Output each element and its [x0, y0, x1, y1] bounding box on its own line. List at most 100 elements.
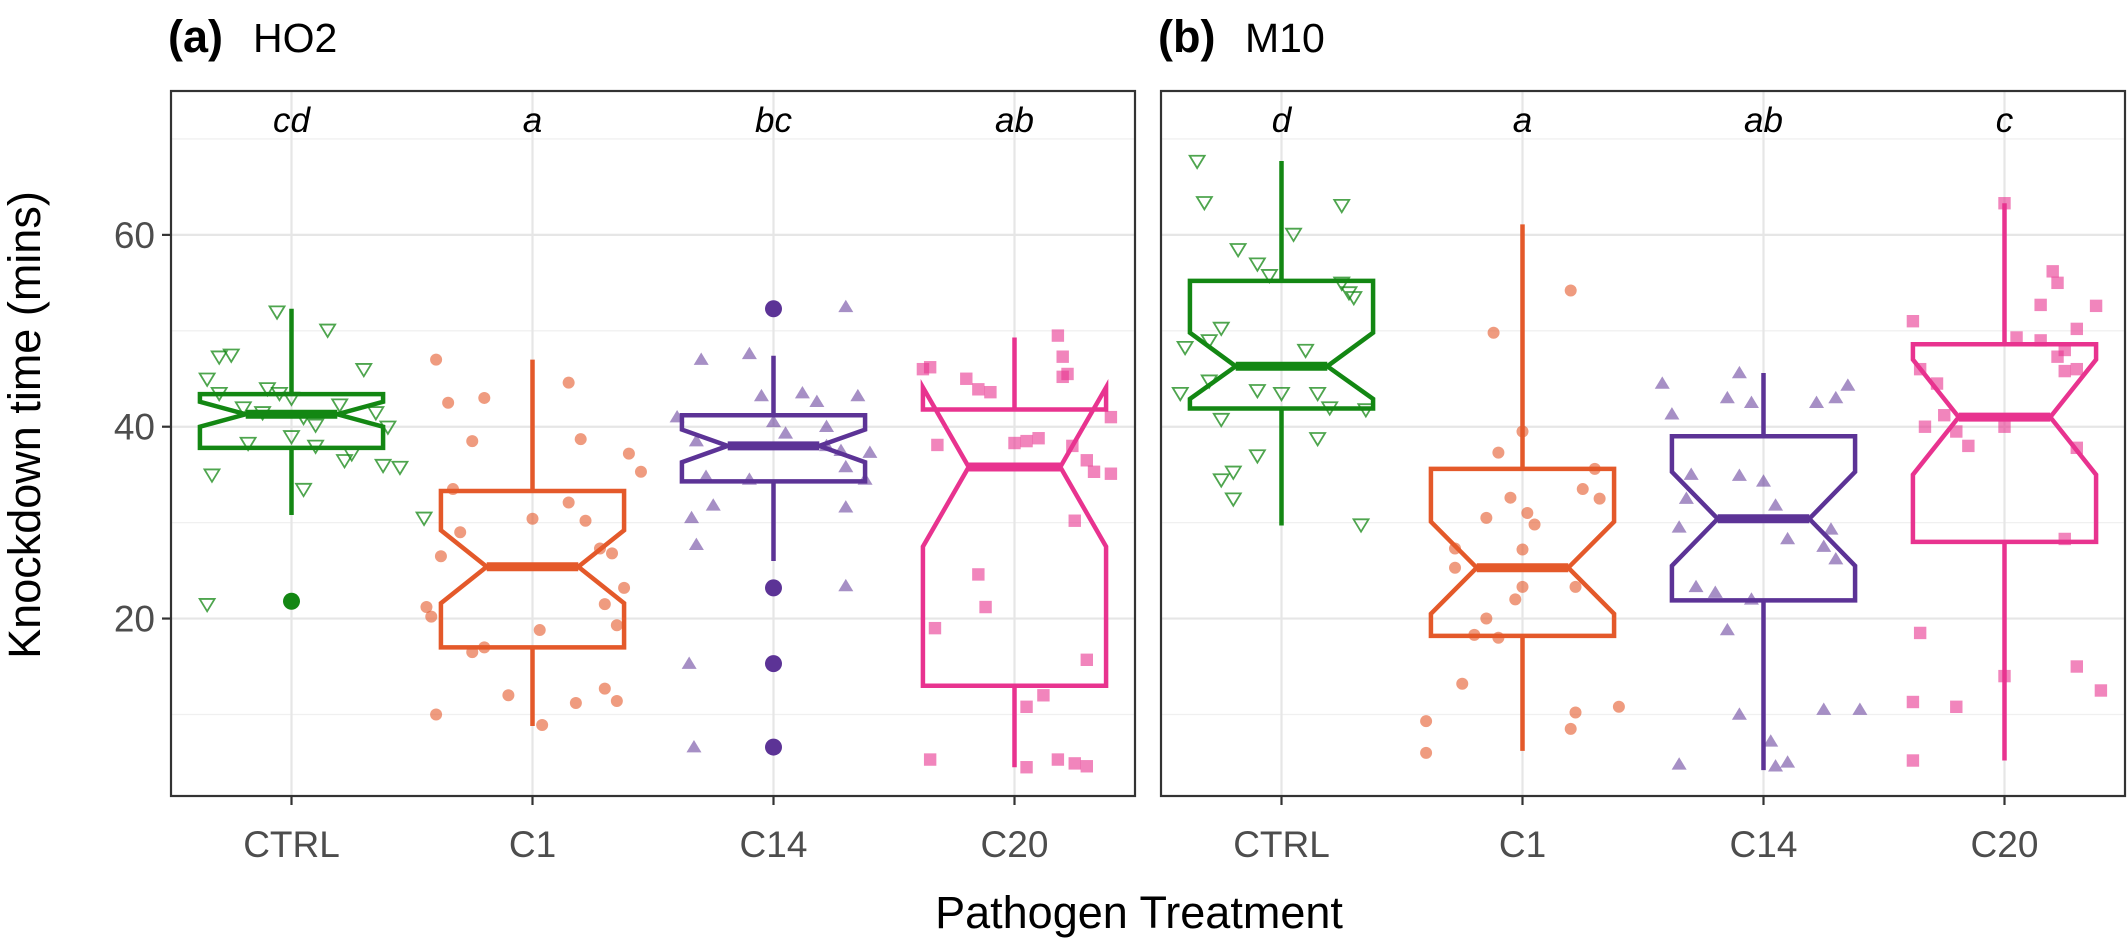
panel-0-point-ctrl [239, 436, 258, 452]
panel-1-box-ctrl [1187, 161, 1376, 526]
panel-0-point-c1 [430, 353, 443, 366]
panel-1-point-c14 [1664, 407, 1680, 420]
panel-0-box-c20 [920, 337, 1109, 768]
panel-1-point-ctrl [1176, 340, 1195, 356]
panel-0-point-ctrl [210, 350, 229, 366]
panel-0-point-c20 [1056, 350, 1069, 363]
panel-1-point-ctrl [1308, 386, 1327, 403]
panel-0-point-ctrl [318, 323, 337, 339]
panel-0-point-c20 [1020, 700, 1033, 713]
panel-0-point-c1 [574, 433, 587, 446]
panel-0-box-c14 [679, 300, 868, 756]
panel-b-title: M10 [1245, 15, 1325, 61]
panel-0-point-c20 [1068, 514, 1081, 527]
y-axis-title: Knockdown time (mins) [0, 191, 50, 659]
panel-1-x-tick-label-c14: C14 [1730, 824, 1798, 865]
panel-0-point-c1 [526, 512, 539, 525]
panel-a-title: HO2 [253, 15, 337, 61]
panel-0-x-tick-label-ctrl: CTRL [243, 824, 340, 865]
panel-1-point-ctrl [1229, 243, 1248, 259]
panel-0-point-c14 [809, 394, 825, 408]
panel-1-point-c20 [1998, 420, 2011, 433]
panel-0-point-ctrl [366, 406, 385, 422]
y-tick-label-40: 40 [114, 407, 155, 448]
panel-1-point-c20 [2046, 265, 2059, 278]
panel-1-point-c20 [2058, 364, 2071, 378]
panel-0-point-c20 [972, 383, 985, 396]
panel-1-point-c14 [1678, 491, 1694, 504]
panel-0-point-c20 [1020, 761, 1033, 774]
panel-a-tag: (a) [168, 11, 223, 62]
panel-1-point-ctrl [1332, 276, 1351, 292]
panel-1-point-c20 [2051, 276, 2064, 290]
panel-0-point-c14 [753, 388, 769, 402]
panel-1-point-c14 [1671, 520, 1687, 533]
panel-0-point-c1 [442, 396, 455, 409]
panel-0-point-c14 [862, 445, 878, 458]
panel-0-point-c1 [562, 496, 575, 509]
panel-0-point-c20 [1032, 432, 1045, 445]
panel-1-point-c20 [2094, 684, 2108, 697]
panel-0-point-c20 [1104, 410, 1118, 424]
panel-0-point-c14 [688, 537, 704, 550]
panel-1-point-c20 [1950, 425, 1963, 438]
panel-1-point-c14 [1852, 702, 1868, 715]
panel-0-point-c20 [931, 438, 944, 452]
panel-1-point-c14 [1654, 376, 1670, 389]
outlier-point [765, 738, 782, 756]
y-tick-label-60: 60 [114, 215, 155, 256]
panel-1-point-c14 [1828, 390, 1844, 404]
box-body [920, 378, 1109, 688]
panel-0-point-c20 [1051, 329, 1065, 342]
panel-0-point-c1 [533, 624, 546, 637]
panel-1-point-c20 [1906, 754, 1920, 767]
panel-1-letter-c20: c [1996, 101, 2014, 140]
panel-0-point-ctrl [222, 348, 241, 364]
panel-1-point-c14 [1816, 539, 1832, 552]
panel-1-point-c20 [1906, 315, 1920, 328]
panel-1-letter-c1: a [1513, 101, 1532, 140]
panel-1-point-ctrl [1260, 269, 1279, 285]
panel-1-point-c1 [1576, 483, 1589, 496]
panel-0-point-c1 [569, 696, 582, 709]
panel-0-point-c20 [1080, 653, 1093, 666]
panel-1-x-tick-label-ctrl: CTRL [1233, 824, 1330, 865]
panel-0-point-c20 [1037, 689, 1050, 702]
panel-1-point-c20 [2089, 299, 2103, 313]
panel-0-point-c20 [972, 568, 985, 581]
panel-0-point-c14 [794, 386, 810, 399]
panel-a: (a) HO2 [168, 11, 337, 62]
panel-0-point-ctrl [390, 460, 410, 476]
panel-0-point-c14 [819, 419, 835, 432]
panel-1-point-c1 [1521, 507, 1534, 520]
panel-1-point-c20 [2070, 322, 2083, 336]
panel-0-box-ctrl [197, 308, 386, 610]
panel-1-point-c1 [1492, 446, 1505, 459]
panel-1-point-c14 [1816, 702, 1832, 715]
panel-1-point-ctrl [1248, 257, 1267, 273]
panel-0-point-c20 [1080, 760, 1093, 773]
panel-1-point-ctrl [1332, 198, 1351, 215]
panel-0-point-c1 [502, 689, 515, 702]
panel-1-point-c20 [1938, 409, 1951, 422]
panel-1-point-c14 [1719, 622, 1735, 636]
panel-0-point-ctrl [330, 398, 349, 414]
box-body [1187, 278, 1376, 411]
box-body [438, 488, 627, 650]
panel-0-letter-c14: bc [755, 101, 792, 140]
panel-1-point-c14 [1763, 734, 1779, 747]
panel-1-point-c1 [1504, 491, 1517, 504]
panel-0-point-ctrl [198, 598, 217, 614]
panel-1-point-c20 [1918, 420, 1932, 433]
panel-1-point-ctrl [1272, 386, 1291, 403]
panel-1-point-c1 [1509, 593, 1522, 606]
outlier-point [283, 592, 300, 610]
panel-1-point-ctrl [1308, 432, 1327, 448]
panel-1-point-ctrl [1248, 449, 1267, 465]
box-body [1669, 434, 1858, 603]
panel-0-point-c1 [598, 682, 611, 695]
panel-1-point-ctrl [1284, 227, 1303, 243]
panel-0-point-c14 [693, 352, 709, 365]
panel-0-point-c20 [984, 385, 997, 399]
panel-0-point-ctrl [234, 401, 253, 417]
